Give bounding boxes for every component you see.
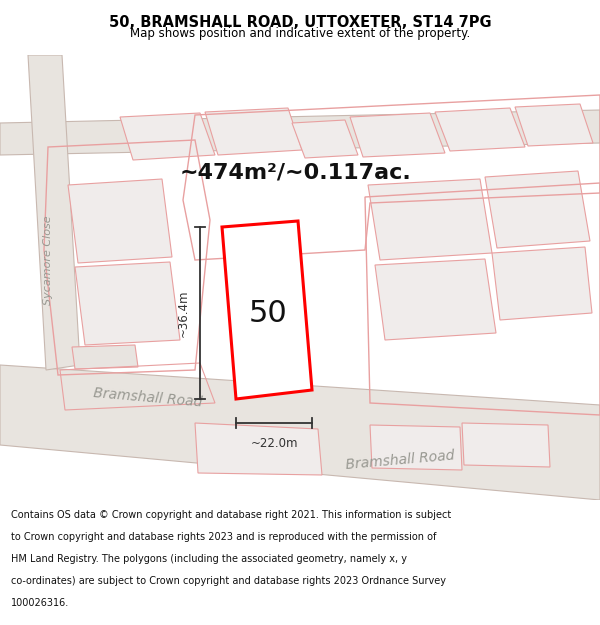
Text: 50, BRAMSHALL ROAD, UTTOXETER, ST14 7PG: 50, BRAMSHALL ROAD, UTTOXETER, ST14 7PG	[109, 16, 491, 31]
Text: Bramshall Road: Bramshall Road	[345, 448, 455, 472]
Polygon shape	[28, 55, 80, 370]
Polygon shape	[205, 108, 302, 155]
Polygon shape	[370, 425, 462, 470]
Polygon shape	[75, 262, 180, 345]
Text: Bramshall Road: Bramshall Road	[93, 386, 203, 410]
Text: 50: 50	[248, 299, 287, 328]
Text: Map shows position and indicative extent of the property.: Map shows position and indicative extent…	[130, 27, 470, 39]
Polygon shape	[515, 104, 593, 146]
Text: 100026316.: 100026316.	[11, 598, 69, 608]
Polygon shape	[368, 179, 492, 260]
Polygon shape	[435, 108, 525, 151]
Text: ~36.4m: ~36.4m	[177, 289, 190, 337]
Polygon shape	[72, 345, 138, 369]
Text: ~474m²/~0.117ac.: ~474m²/~0.117ac.	[179, 163, 411, 183]
Polygon shape	[485, 171, 590, 248]
Polygon shape	[0, 365, 600, 500]
Text: ~22.0m: ~22.0m	[250, 437, 298, 450]
Polygon shape	[68, 179, 172, 263]
Polygon shape	[0, 110, 600, 155]
Polygon shape	[222, 221, 312, 399]
Polygon shape	[195, 423, 322, 475]
Polygon shape	[350, 113, 445, 157]
Text: Sycamore Close: Sycamore Close	[43, 215, 53, 305]
Polygon shape	[492, 247, 592, 320]
Polygon shape	[120, 113, 215, 160]
Text: Contains OS data © Crown copyright and database right 2021. This information is : Contains OS data © Crown copyright and d…	[11, 510, 451, 520]
Text: to Crown copyright and database rights 2023 and is reproduced with the permissio: to Crown copyright and database rights 2…	[11, 532, 436, 542]
Polygon shape	[462, 423, 550, 467]
Polygon shape	[375, 259, 496, 340]
Text: co-ordinates) are subject to Crown copyright and database rights 2023 Ordnance S: co-ordinates) are subject to Crown copyr…	[11, 576, 446, 586]
Text: HM Land Registry. The polygons (including the associated geometry, namely x, y: HM Land Registry. The polygons (includin…	[11, 554, 407, 564]
Polygon shape	[292, 120, 358, 158]
